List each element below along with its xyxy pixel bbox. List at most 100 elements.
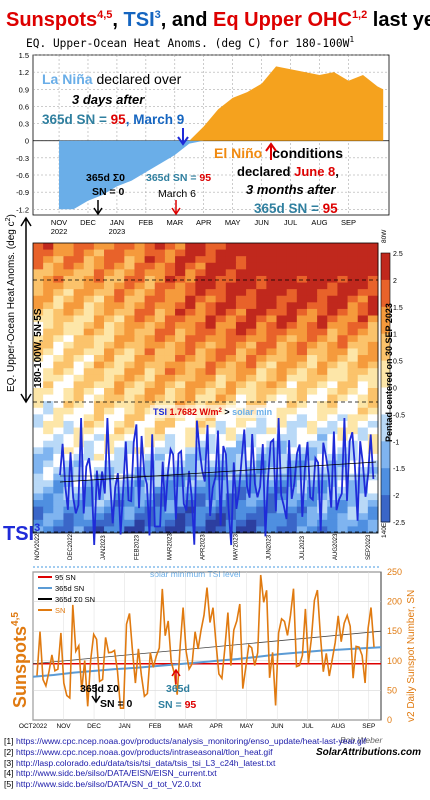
min-a-line2: SN = 0 (92, 186, 125, 198)
heatmap-cell (93, 513, 105, 521)
sn95-b: 365d SN = 95 (254, 201, 338, 216)
heatmap-cell (43, 394, 54, 402)
heatmap-cell (63, 460, 75, 468)
heatmap-cell (205, 388, 217, 396)
heatmap-cell (317, 368, 328, 376)
heatmap-cell (367, 447, 379, 455)
heatmap-cell (195, 394, 206, 402)
heatmap-cell (53, 453, 64, 461)
heatmap-cell (175, 308, 186, 316)
heatmap-cell (205, 381, 217, 389)
heatmap-cell (367, 381, 379, 389)
lanina-declared: declared over (93, 71, 182, 87)
heatmap-cell (357, 381, 369, 389)
sn95-b-value: 95 (323, 201, 339, 216)
heatmap-cell (347, 486, 359, 494)
heatmap-cell (367, 302, 379, 310)
heatmap-cell (134, 381, 146, 389)
heatmap-cell (235, 420, 247, 429)
reference-link[interactable]: https://www.cpc.ncep.noaa.gov/products/i… (15, 746, 273, 757)
heatmap-cell (144, 460, 156, 468)
heatmap-cell (185, 394, 196, 402)
heatmap-cell (114, 308, 125, 316)
heatmap-cell (164, 519, 176, 527)
heatmap-cell (185, 256, 196, 264)
heatmap-cell (124, 500, 135, 508)
legend-label: SN (55, 606, 65, 615)
heatmap-cell (195, 473, 206, 481)
heatmap-cell (43, 308, 54, 316)
heatmap-cell (276, 401, 288, 409)
reference-link[interactable]: http://www.sidc.be/silso/DATA/SN_d_tot_V… (15, 779, 201, 790)
heatmap-cell (73, 289, 85, 297)
reference-link[interactable]: http://lasp.colorado.edu/data/tsis/tsi_d… (15, 757, 276, 768)
heatmap-cell (114, 453, 125, 461)
heatmap-cell (317, 420, 328, 429)
heatmap-cell (317, 526, 328, 534)
heatmap-cell (225, 243, 237, 251)
heatmap-cell (93, 401, 105, 409)
heatmap-cell (357, 282, 369, 290)
heatmap-cell (347, 348, 359, 356)
heatmap-cell (235, 368, 247, 376)
heatmap-cell (175, 506, 186, 514)
heatmap-cell (286, 434, 298, 442)
heatmap-cell (337, 355, 349, 363)
heatmap-cell (83, 493, 95, 501)
heatmap-cell (296, 341, 308, 349)
heatmap-cell (286, 243, 298, 251)
hov-date-label: APR2023 (201, 534, 207, 560)
heatmap-cell (33, 315, 44, 323)
heatmap-cell (63, 256, 75, 264)
heatmap-cell (104, 361, 115, 369)
heatmap-cell (337, 361, 349, 369)
heatmap-cell (235, 394, 247, 402)
heatmap-cell (276, 453, 288, 461)
heatmap-cell (104, 526, 115, 534)
heatmap-cell (286, 295, 298, 303)
ohc-xtick-label: NOV (51, 218, 67, 227)
heatmap-cell (83, 420, 95, 429)
heatmap-cell (357, 473, 369, 481)
heatmap-cell (327, 348, 338, 356)
heatmap-cell (286, 315, 298, 323)
lanina-word: La Niña (42, 71, 93, 87)
heatmap-cell (246, 275, 257, 284)
heatmap-cell (266, 262, 278, 270)
heatmap-cell (144, 355, 156, 363)
heatmap-cell (286, 308, 298, 316)
heatmap-cell (246, 269, 257, 277)
heatmap-cell (246, 328, 257, 336)
ohc-negative-area (59, 140, 384, 210)
heatmap-cell (225, 348, 237, 356)
heatmap-cell (256, 341, 267, 349)
heatmap-cell (53, 243, 64, 251)
heatmap-cell (114, 355, 125, 363)
heatmap-cell (347, 513, 359, 521)
heatmap-cell (114, 262, 125, 270)
heatmap-cell (367, 269, 379, 277)
heatmap-cell (296, 519, 308, 527)
heatmap-cell (114, 322, 125, 330)
hov-date-label: FEB2023 (134, 534, 140, 560)
heatmap-cell (276, 282, 288, 290)
reference-number: [5] (4, 779, 16, 790)
heatmap-cell (357, 493, 369, 501)
v2-axis-label: v2 Daily Sunspot Number, SN (406, 590, 417, 722)
heatmap-cell (256, 519, 267, 527)
heatmap-cell (104, 401, 115, 409)
colorbar-segment (381, 253, 390, 281)
heatmap-cell (276, 355, 288, 363)
heatmap-cell (225, 295, 237, 303)
heatmap-cell (83, 361, 95, 369)
heatmap-cell (73, 262, 85, 270)
heatmap-cell (256, 355, 267, 363)
heatmap-cell (134, 269, 146, 277)
colorbar-tick-label: 0 (393, 386, 397, 393)
heatmap-cell (317, 243, 328, 251)
reference-link[interactable]: http://www.sidc.be/silso/DATA/EISN/EISN_… (15, 768, 217, 779)
heatmap-cell (235, 513, 247, 521)
heatmap-cell (33, 262, 44, 270)
reference-link[interactable]: https://www.cpc.ncep.noaa.gov/products/a… (15, 736, 367, 746)
heatmap-cell (154, 348, 166, 356)
